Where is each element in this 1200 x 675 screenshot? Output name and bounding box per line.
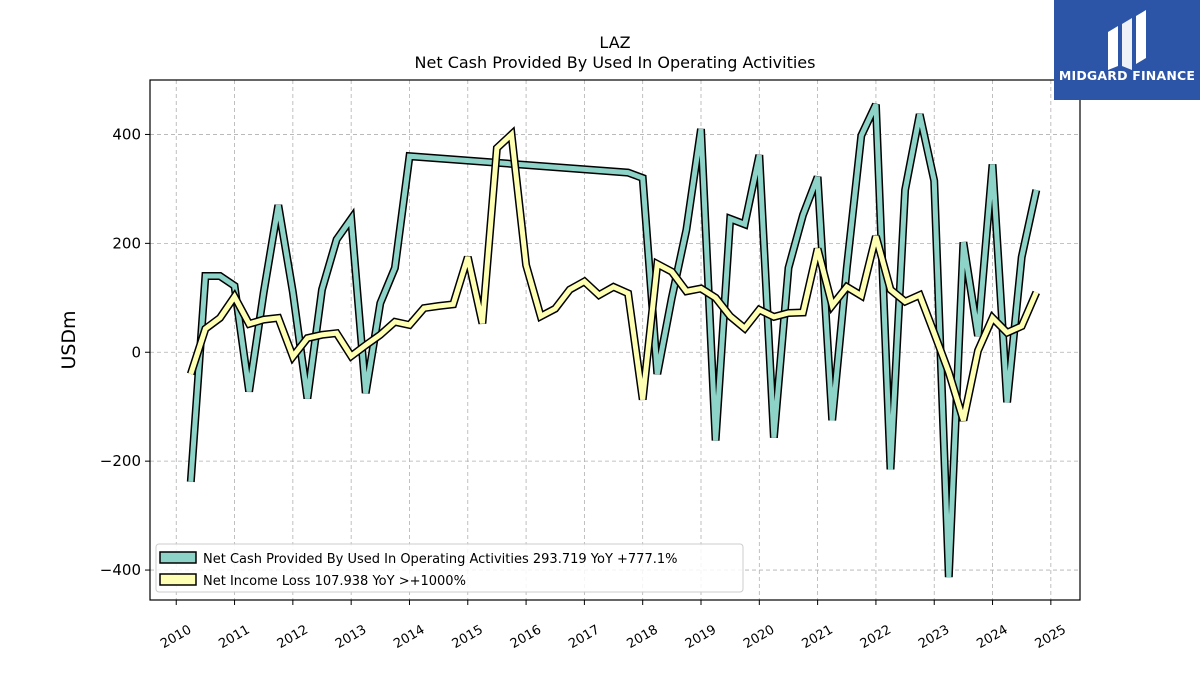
legend-label-net-income: Net Income Loss 107.938 YoY >+1000% (203, 574, 466, 589)
logo: MIDGARD FINANCE (1054, 0, 1200, 100)
series-line-net-income (188, 129, 1039, 422)
plot-frame (149, 79, 1081, 601)
y-tick-label: 0 (131, 343, 141, 361)
y-tick-label: −400 (100, 561, 141, 579)
legend: Net Cash Provided By Used In Operating A… (155, 543, 744, 593)
y-tick-label: −200 (100, 452, 141, 470)
y-axis-label: USDm (58, 310, 80, 369)
legend-box (155, 543, 744, 593)
legend-swatch-net-income (159, 573, 197, 586)
chart-subtitle: Net Cash Provided By Used In Operating A… (415, 53, 816, 72)
series-line-net-cash (188, 103, 1039, 578)
logo-text: MIDGARD FINANCE (1058, 68, 1196, 83)
series-layer (186, 102, 1041, 578)
legend-label-net-cash: Net Cash Provided By Used In Operating A… (203, 552, 677, 567)
legend-swatch-net-cash (159, 551, 197, 564)
midgard-finance-logo-icon (1108, 10, 1146, 70)
y-tick-label: 400 (112, 125, 141, 143)
chart-title: LAZ (599, 33, 630, 52)
y-axis: −400 −200 0 200 400 (100, 125, 150, 579)
y-tick-label: 200 (112, 234, 141, 252)
